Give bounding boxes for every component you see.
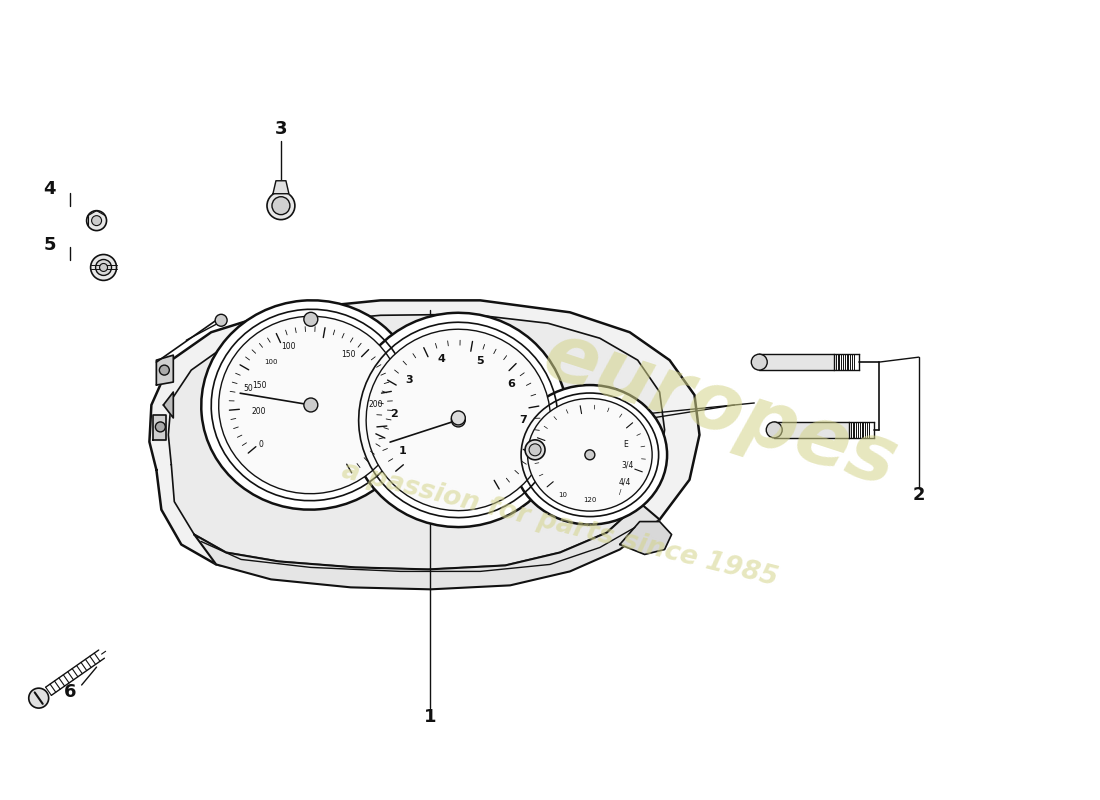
- Polygon shape: [774, 422, 849, 438]
- Text: 100: 100: [264, 359, 277, 365]
- Circle shape: [100, 263, 108, 271]
- Ellipse shape: [513, 385, 667, 525]
- Polygon shape: [273, 181, 289, 194]
- Text: 4: 4: [438, 354, 446, 364]
- Circle shape: [451, 411, 465, 425]
- Text: 3: 3: [405, 374, 412, 385]
- Ellipse shape: [366, 330, 550, 510]
- Polygon shape: [195, 502, 660, 590]
- Ellipse shape: [349, 313, 568, 527]
- Circle shape: [451, 413, 465, 427]
- Text: 1: 1: [398, 446, 406, 456]
- Polygon shape: [619, 522, 672, 554]
- Text: E: E: [624, 440, 628, 450]
- Text: 0: 0: [258, 440, 264, 449]
- Text: 150: 150: [341, 350, 355, 359]
- Ellipse shape: [201, 300, 420, 510]
- Text: 100: 100: [282, 342, 296, 351]
- Polygon shape: [150, 300, 700, 582]
- Text: 4: 4: [44, 180, 56, 198]
- Text: europes: europes: [532, 316, 906, 504]
- Circle shape: [87, 210, 107, 230]
- Polygon shape: [168, 314, 664, 570]
- Circle shape: [767, 422, 782, 438]
- Polygon shape: [156, 355, 174, 385]
- Text: 6: 6: [507, 379, 515, 389]
- Ellipse shape: [219, 316, 403, 494]
- Circle shape: [525, 440, 544, 460]
- Text: a passion for parts since 1985: a passion for parts since 1985: [339, 458, 781, 591]
- Text: 2: 2: [389, 410, 398, 419]
- Text: 1: 1: [425, 708, 437, 726]
- Text: 10: 10: [559, 492, 568, 498]
- Text: 200: 200: [252, 407, 266, 417]
- Text: 150: 150: [252, 381, 266, 390]
- Circle shape: [90, 254, 117, 281]
- Circle shape: [160, 365, 169, 375]
- Text: 2: 2: [913, 486, 925, 504]
- Circle shape: [585, 450, 595, 460]
- Circle shape: [751, 354, 767, 370]
- Circle shape: [304, 312, 318, 326]
- Ellipse shape: [528, 398, 652, 511]
- Circle shape: [96, 259, 111, 275]
- Text: 3/4: 3/4: [621, 460, 634, 470]
- Polygon shape: [759, 354, 834, 370]
- Circle shape: [304, 398, 318, 412]
- Circle shape: [267, 192, 295, 220]
- Text: 3: 3: [275, 120, 287, 138]
- Text: 120: 120: [583, 497, 596, 502]
- Circle shape: [91, 216, 101, 226]
- Circle shape: [155, 422, 165, 432]
- Polygon shape: [163, 392, 174, 418]
- Text: 7: 7: [519, 415, 527, 425]
- Text: 5: 5: [476, 356, 484, 366]
- Circle shape: [29, 688, 48, 708]
- Circle shape: [216, 314, 227, 326]
- Text: 50: 50: [243, 385, 253, 394]
- Text: 200: 200: [368, 401, 383, 410]
- Circle shape: [529, 444, 541, 456]
- Circle shape: [272, 197, 290, 214]
- Polygon shape: [153, 415, 166, 440]
- Text: /: /: [618, 489, 620, 494]
- Text: 6: 6: [64, 683, 76, 701]
- Text: 5: 5: [44, 235, 56, 254]
- Text: 4/4: 4/4: [618, 478, 631, 486]
